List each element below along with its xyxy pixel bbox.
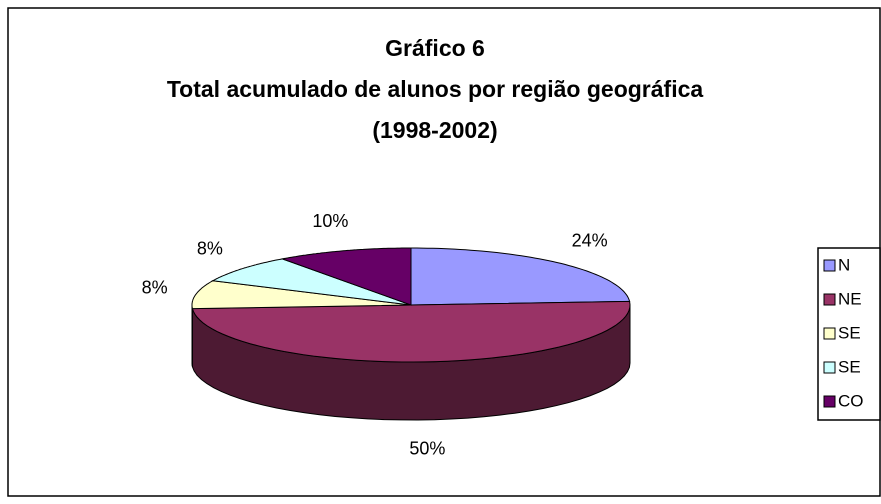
legend-swatch <box>823 395 836 408</box>
data-label: 8% <box>197 238 223 258</box>
data-label: 10% <box>312 211 348 231</box>
legend-swatch <box>823 361 836 374</box>
chart-title: (1998-2002) <box>372 117 497 143</box>
legend-swatch <box>823 327 836 340</box>
data-label: 24% <box>572 230 608 250</box>
data-label: 50% <box>409 439 445 459</box>
legend-label: SE <box>838 357 861 376</box>
legend-label: CO <box>838 391 864 410</box>
pie-slice <box>191 300 631 363</box>
legend-swatch <box>823 259 836 272</box>
data-label: 8% <box>142 277 168 297</box>
chart-title: Gráfico 6 <box>385 35 485 61</box>
legend-box <box>817 247 881 421</box>
pie-slice <box>211 258 412 306</box>
pie-slice <box>191 280 412 310</box>
legend-label: N <box>838 255 850 274</box>
legend-label: NE <box>838 289 862 308</box>
pie-slice <box>410 247 631 306</box>
pie-slice <box>280 247 412 306</box>
chart-title: Total acumulado de alunos por região geo… <box>167 76 704 102</box>
legend-swatch <box>823 293 836 306</box>
legend-label: SE <box>838 323 861 342</box>
